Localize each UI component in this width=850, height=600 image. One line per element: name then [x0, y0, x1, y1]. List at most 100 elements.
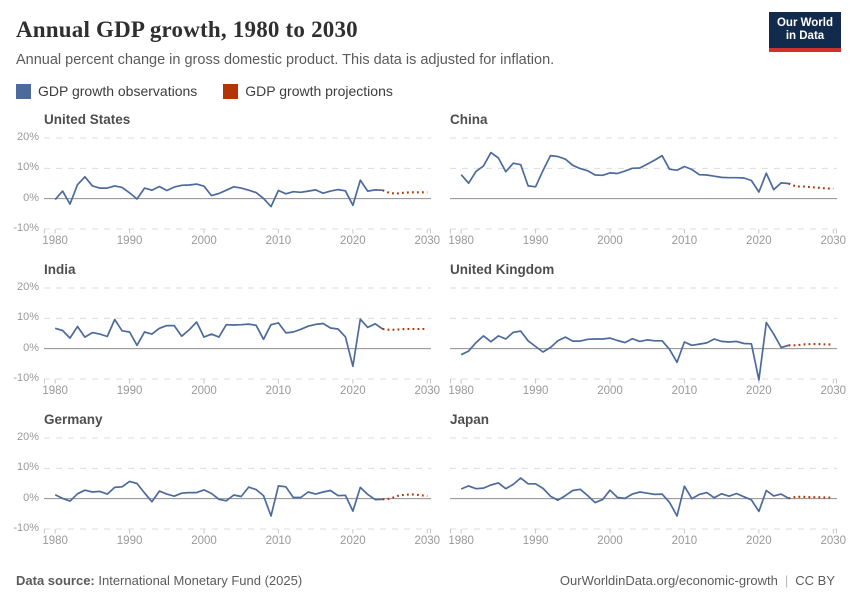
x-tick-label: 2010 — [265, 235, 292, 247]
legend-item-projections[interactable]: GDP growth projections — [223, 83, 393, 99]
plot-area-india[interactable]: 20% 10% 0% -10% — [13, 281, 431, 386]
y-tick-label: -10% — [13, 522, 39, 534]
chart-title-india: India — [44, 262, 76, 277]
chart-title-japan: Japan — [450, 412, 490, 427]
x-axis-labels: 1980 1990 2000 2010 2020 2030 — [42, 385, 440, 400]
chart-united-states: United States 20% 10% 0% -10% 1980 1990 2000 201… — [13, 112, 440, 250]
x-tick-label: 1990 — [522, 535, 549, 547]
license-link[interactable]: CC BY — [795, 573, 835, 588]
x-tick-label: 2030 — [414, 235, 441, 247]
plot-area-germany[interactable]: 20% 10% 0% -10% — [13, 431, 431, 536]
x-tick-label: 2030 — [414, 535, 441, 547]
y-tick-label: 10% — [16, 461, 39, 474]
projections-swatch-icon — [223, 83, 239, 99]
chart-india: India 20% 10% 0% -10% 1980 1990 2000 2010 2020 203… — [13, 262, 440, 400]
x-tick-label: 1990 — [116, 535, 143, 547]
plot-area-united-kingdom[interactable] — [450, 282, 837, 386]
x-tick-label: 2020 — [746, 385, 772, 397]
x-axis-labels: 1980 1990 2000 2010 2020 2030 — [42, 535, 440, 550]
projections-line — [382, 327, 428, 331]
chart-germany: Germany 20% 10% 0% -10% 1980 1990 2000 2010 2020 2… — [13, 412, 440, 550]
charts-grid: United States 20% 10% 0% -10% 1980 1990 2000 201… — [13, 112, 850, 550]
x-axis-labels: 1980 1990 2000 2010 2020 2030 — [448, 235, 846, 250]
x-tick-label: 1980 — [42, 535, 68, 547]
y-tick-label: 0% — [23, 341, 39, 354]
y-tick-label: 10% — [16, 311, 39, 324]
plot-area-united-states[interactable]: 20% 10% 0% -10% — [13, 131, 431, 236]
chart-title-china: China — [450, 112, 488, 127]
observations-line — [460, 477, 790, 517]
x-tick-label: 2030 — [414, 385, 441, 397]
owid-url-link[interactable]: OurWorldinData.org/economic-growth — [559, 573, 778, 588]
x-tick-label: 2000 — [191, 235, 217, 247]
y-tick-label: 0% — [23, 191, 39, 204]
footer-separator: | — [784, 573, 789, 588]
x-tick-label: 1980 — [448, 235, 474, 247]
x-tick-label: 2010 — [265, 385, 292, 397]
projections-label: GDP growth projections — [245, 83, 393, 99]
chart-title-united-states: United States — [44, 112, 131, 127]
legend: GDP growth observations GDP growth proje… — [16, 83, 850, 99]
x-tick-label: 2000 — [191, 385, 217, 397]
projections-line — [788, 182, 834, 190]
x-tick-label: 2000 — [597, 535, 623, 547]
y-tick-label: 20% — [16, 131, 39, 143]
plot-svg — [44, 437, 431, 534]
x-tick-label: 1980 — [42, 235, 68, 247]
plot-svg — [450, 437, 837, 534]
x-tick-label: 2010 — [671, 385, 698, 397]
plot-area-china[interactable] — [450, 132, 837, 236]
projections-line — [788, 343, 834, 347]
chart-united-kingdom: United Kingdom 1980 1990 2000 2010 2020 2030 — [448, 262, 846, 400]
x-tick-label: 1990 — [116, 385, 143, 397]
x-tick-label: 2030 — [820, 535, 847, 547]
x-tick-label: 2020 — [340, 535, 366, 547]
x-tick-label: 2010 — [265, 535, 292, 547]
x-axis-labels: 1980 1990 2000 2010 2020 2030 — [42, 235, 440, 250]
page-title: Annual GDP growth, 1980 to 2030 — [16, 17, 358, 42]
x-tick-label: 2020 — [746, 535, 772, 547]
x-tick-label: 2010 — [671, 535, 698, 547]
projections-line — [788, 495, 834, 500]
x-tick-label: 2020 — [746, 235, 772, 247]
x-tick-label: 1980 — [448, 535, 474, 547]
x-tick-label: 1990 — [522, 385, 549, 397]
chart-footer: Data source: International Monetary Fund… — [16, 573, 835, 588]
owid-logo-line2: in Data — [785, 30, 825, 42]
data-source: Data source: International Monetary Fund… — [16, 573, 302, 588]
owid-logo-text: Our World in Data — [769, 12, 841, 48]
y-tick-label: 20% — [16, 281, 39, 293]
legend-item-observations[interactable]: GDP growth observations — [16, 83, 197, 99]
x-tick-label: 2000 — [191, 535, 217, 547]
x-tick-label: 1980 — [448, 385, 474, 397]
observations-line — [54, 175, 383, 208]
x-tick-label: 2010 — [671, 235, 698, 247]
observations-line — [460, 151, 789, 193]
footer-links: OurWorldinData.org/economic-growth | CC … — [560, 573, 835, 588]
plot-svg — [44, 287, 431, 384]
x-axis-labels: 1980 1990 2000 2010 2020 2030 — [448, 385, 846, 400]
owid-logo-red-bar — [769, 48, 841, 52]
x-tick-label: 2000 — [597, 385, 623, 397]
x-tick-label: 2000 — [597, 235, 623, 247]
y-tick-label: 20% — [16, 431, 39, 443]
x-tick-label: 2020 — [340, 385, 366, 397]
observations-line — [54, 480, 383, 517]
chart-title-united-kingdom: United Kingdom — [450, 262, 555, 277]
projections-line — [382, 189, 428, 195]
chart-china: China 1980 1990 2000 2010 2020 2030 — [448, 112, 846, 250]
plot-area-japan[interactable] — [450, 432, 837, 536]
y-tick-label: -10% — [13, 372, 39, 384]
y-tick-label: 0% — [23, 491, 39, 504]
chart-header: Annual GDP growth, 1980 to 2030 Annual p… — [0, 0, 850, 68]
data-source-label: Data source: — [16, 573, 95, 588]
x-tick-label: 2030 — [820, 235, 847, 247]
y-tick-label: 10% — [16, 161, 39, 174]
data-source-value: International Monetary Fund (2025) — [94, 573, 303, 588]
chart-japan: Japan 1980 1990 2000 2010 2020 2030 — [448, 412, 846, 550]
page-subtitle: Annual percent change in gross domestic … — [16, 52, 555, 68]
x-tick-label: 1990 — [522, 235, 549, 247]
owid-logo[interactable]: Our World in Data — [769, 12, 841, 52]
y-tick-label: -10% — [13, 222, 39, 234]
observations-label: GDP growth observations — [38, 83, 198, 99]
